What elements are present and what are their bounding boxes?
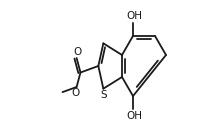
Text: S: S [100,90,107,100]
Text: OH: OH [126,111,142,121]
Text: O: O [73,46,81,56]
Text: O: O [72,88,80,98]
Text: OH: OH [126,12,142,22]
